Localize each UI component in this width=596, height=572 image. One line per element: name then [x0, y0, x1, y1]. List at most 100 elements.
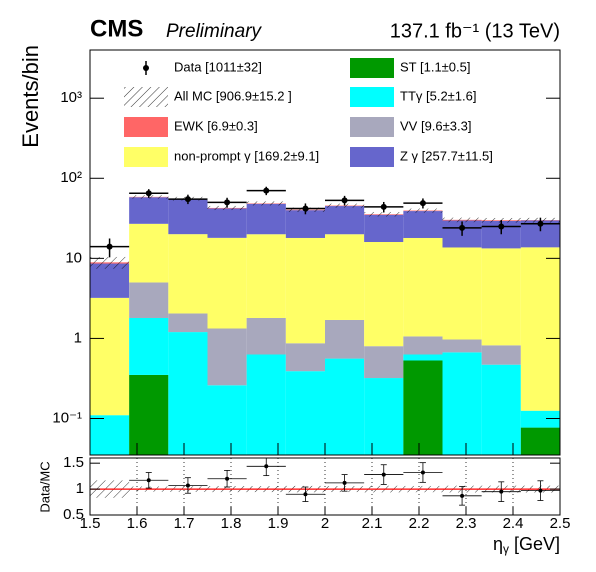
stack-bar [246, 234, 286, 318]
ratio-point [460, 493, 465, 498]
x-tick-label: 2 [321, 515, 329, 532]
stack-bar [207, 385, 247, 455]
stack-bar [520, 410, 560, 428]
x-tick-label: 1.5 [80, 515, 101, 532]
stack-bar [207, 208, 247, 238]
stack-bar [481, 345, 521, 365]
chart-subtitle: Preliminary [166, 21, 263, 42]
mc-uncertainty [90, 256, 130, 269]
x-tick-label: 2.3 [456, 515, 477, 532]
legend-label: TTγ [5.2±1.6] [400, 88, 477, 103]
ratio-y-tick-label: 1.5 [63, 454, 84, 471]
stack-bar [442, 352, 482, 455]
x-tick-label: 2.5 [550, 515, 571, 532]
ratio-point [303, 492, 308, 497]
legend-marker [350, 147, 394, 167]
legend-marker [350, 58, 394, 78]
data-point [380, 203, 387, 210]
data-point [224, 199, 231, 206]
stack-bar [246, 354, 286, 455]
lumi-label: 137.1 fb⁻¹ (13 TeV) [390, 20, 560, 42]
stack-bar [168, 313, 208, 333]
x-label-unit: [GeV] [509, 534, 560, 554]
ratio-axis-label: Data/MC [37, 461, 52, 512]
legend-marker [350, 117, 394, 137]
ratio-point [225, 476, 230, 481]
stack-bar [364, 214, 404, 243]
legend-marker [124, 87, 168, 107]
x-label-symbol: η [493, 534, 503, 554]
stack-bar [285, 237, 325, 344]
x-tick-label: 1.7 [174, 515, 195, 532]
legend-label: EWK [6.9±0.3] [174, 118, 258, 133]
mc-uncertainty [207, 205, 247, 211]
legend-label: All MC [906.9±15.2 ] [174, 88, 292, 103]
stack-bar [403, 354, 443, 361]
stack-bar [520, 247, 560, 411]
stack-bar [442, 339, 482, 353]
stack-bar [129, 317, 169, 375]
x-tick-label: 2.2 [409, 515, 430, 532]
mc-uncertainty [442, 217, 482, 223]
legend-label: VV [9.6±3.3] [400, 118, 471, 133]
data-point [184, 196, 191, 203]
stack-bar [285, 343, 325, 372]
legend-label: non-prompt γ [169.2±9.1] [174, 148, 319, 163]
legend-marker [124, 147, 168, 167]
ratio-point [420, 470, 425, 475]
legend-marker [143, 65, 149, 71]
mc-uncertainty [364, 212, 404, 217]
data-point [498, 223, 505, 230]
x-tick-label: 1.8 [221, 515, 242, 532]
x-label-sub: γ [503, 542, 509, 556]
y-tick-label: 10 [65, 249, 82, 266]
stack-bar [90, 415, 130, 455]
ratio-point [538, 488, 543, 493]
y-axis-label: Events/bin [18, 45, 43, 148]
stack-bar [325, 206, 365, 235]
legend-marker [124, 117, 168, 137]
stack-bar [325, 358, 365, 455]
stack-bar [403, 336, 443, 355]
stack-bar [285, 210, 325, 238]
stack-bar [403, 360, 443, 455]
legend-marker [350, 87, 394, 107]
mc-uncertainty [246, 201, 286, 206]
y-tick-label: 10³ [60, 89, 82, 106]
data-point [341, 197, 348, 204]
x-axis-label: ηγ [GeV] [493, 534, 560, 556]
stack-bar [325, 234, 365, 320]
stack-bar [90, 297, 130, 416]
ratio-y-tick-label: 0.5 [63, 506, 84, 523]
legend-label: Data [1011±32] [174, 59, 262, 74]
stack-bar [168, 199, 208, 235]
data-point [302, 205, 309, 212]
legend-label: Z γ [257.7±11.5] [400, 148, 493, 163]
ratio-point [264, 464, 269, 469]
ratio-point [342, 480, 347, 485]
stack-bar [168, 234, 208, 314]
data-point [459, 224, 466, 231]
stack-bar [129, 223, 169, 283]
data-point [537, 220, 544, 227]
stack-bar [520, 427, 560, 455]
ratio-point [185, 483, 190, 488]
stack-bar [129, 374, 169, 455]
legend-label: ST [1.1±0.5] [400, 59, 471, 74]
x-tick-label: 2.1 [362, 515, 383, 532]
stack-bar [285, 371, 325, 455]
mc-uncertainty [325, 203, 365, 208]
stack-bar [90, 263, 130, 298]
data-point [145, 190, 152, 197]
data-point [106, 243, 113, 250]
stack-bar [481, 248, 521, 346]
data-point [419, 200, 426, 207]
stack-bar [442, 247, 482, 340]
stack-bar [207, 237, 247, 329]
stack-bar [403, 237, 443, 337]
stack-bar [481, 364, 521, 455]
ratio-point [381, 472, 386, 477]
ratio-point [499, 489, 504, 494]
ratio-y-tick-label: 1 [76, 480, 84, 497]
